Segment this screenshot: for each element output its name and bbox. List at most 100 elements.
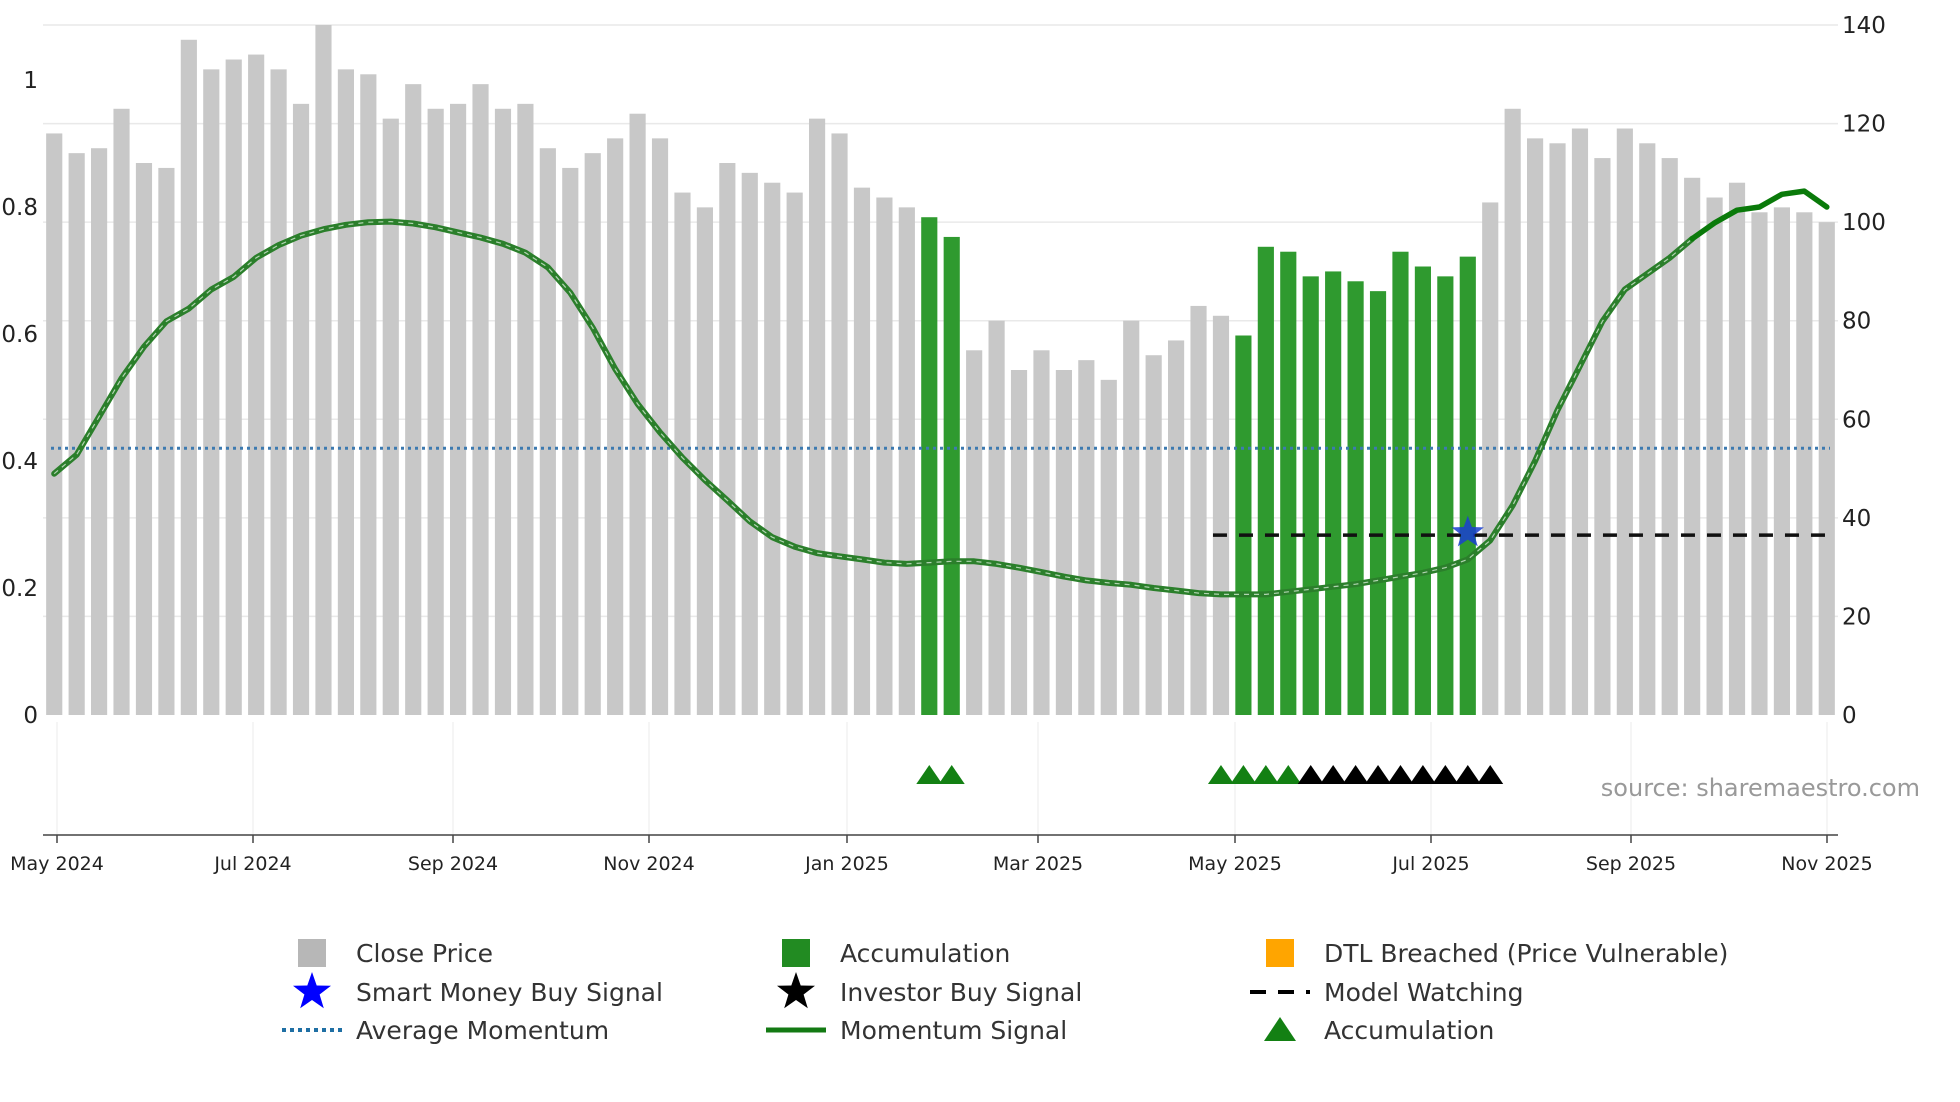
right-axis-tick: 100 bbox=[1842, 210, 1886, 236]
close-price-bar bbox=[562, 167, 579, 715]
x-tick-label: Jul 2024 bbox=[213, 853, 291, 875]
legend-item: Model Watching bbox=[1250, 978, 1524, 1007]
x-tick-label: May 2025 bbox=[1188, 853, 1282, 875]
close-price-bar bbox=[719, 163, 736, 715]
close-price-bar bbox=[1549, 143, 1566, 716]
close-price-bar bbox=[270, 69, 287, 716]
close-price-bar bbox=[517, 103, 534, 716]
close-price-bar bbox=[898, 207, 915, 715]
close-price-bar bbox=[1482, 202, 1499, 715]
close-price-bar bbox=[786, 192, 803, 716]
close-price-bar bbox=[853, 187, 871, 716]
price-bars bbox=[46, 25, 1835, 716]
close-price-bar bbox=[292, 103, 310, 716]
right-axis-tick: 40 bbox=[1842, 506, 1871, 532]
x-tick-label: May 2024 bbox=[10, 853, 104, 875]
close-price-bar bbox=[1010, 370, 1028, 715]
close-price-bar bbox=[158, 167, 175, 715]
close-price-bar bbox=[135, 163, 153, 715]
close-price-bar bbox=[607, 138, 624, 715]
close-price-bar bbox=[1168, 340, 1185, 715]
accumulation-triangle bbox=[1230, 765, 1257, 784]
x-tick-label: Nov 2025 bbox=[1781, 853, 1872, 875]
legend-label: DTL Breached (Price Vulnerable) bbox=[1324, 939, 1728, 968]
x-tick-label: Mar 2025 bbox=[993, 853, 1083, 875]
legend-swatch-square bbox=[782, 939, 810, 967]
legend-item: Investor Buy Signal bbox=[777, 972, 1082, 1009]
close-price-bar bbox=[337, 69, 354, 716]
legend-item: Close Price bbox=[298, 939, 493, 968]
close-price-bar bbox=[68, 153, 85, 716]
accumulation-bar bbox=[1369, 291, 1387, 715]
left-axis-tick: 0.4 bbox=[1, 449, 38, 475]
close-price-bar bbox=[427, 108, 444, 716]
legend: Close Price Accumulation DTL Breached (Pri… bbox=[282, 939, 1728, 1045]
source-note: source: sharemaestro.com bbox=[1601, 774, 1920, 802]
close-price-bar bbox=[876, 197, 893, 715]
right-axis-tick: 140 bbox=[1842, 13, 1886, 39]
close-price-bar bbox=[1594, 158, 1611, 716]
left-axis-tick: 0.8 bbox=[1, 195, 38, 221]
legend-item: Accumulation bbox=[782, 939, 1010, 968]
legend-swatch-square bbox=[1266, 939, 1294, 967]
close-price-bar bbox=[1773, 207, 1790, 715]
investor-buy-triangle bbox=[1432, 765, 1459, 784]
close-price-bar bbox=[1145, 355, 1162, 715]
legend-swatch-square bbox=[298, 939, 326, 967]
close-price-bar bbox=[1571, 128, 1589, 715]
close-price-bar bbox=[741, 172, 758, 715]
close-price-bar bbox=[360, 74, 377, 716]
accumulation-triangle bbox=[1275, 765, 1302, 784]
legend-item: Momentum Signal bbox=[766, 1016, 1067, 1045]
legend-label: Average Momentum bbox=[356, 1016, 609, 1045]
close-price-bar bbox=[1728, 182, 1746, 715]
legend-label: Close Price bbox=[356, 939, 493, 968]
left-axis-tick: 0.6 bbox=[1, 322, 38, 348]
close-price-bar bbox=[1190, 305, 1207, 715]
close-price-bar bbox=[46, 133, 63, 715]
accumulation-bar bbox=[1302, 276, 1319, 715]
left-axis-tick: 0.2 bbox=[1, 576, 38, 602]
accumulation-bar bbox=[1459, 256, 1476, 715]
close-price-bar bbox=[472, 84, 489, 715]
accumulation-bar bbox=[1414, 266, 1431, 715]
right-axis-tick: 20 bbox=[1842, 604, 1871, 630]
accumulation-bar bbox=[1280, 251, 1297, 715]
investor-buy-triangle bbox=[1365, 765, 1392, 784]
momentum-signal-line bbox=[51, 188, 1830, 598]
right-axis-tick: 80 bbox=[1842, 309, 1871, 335]
close-price-bar bbox=[1661, 158, 1678, 716]
x-tick-label: Nov 2024 bbox=[603, 853, 694, 875]
investor-buy-triangle bbox=[1454, 765, 1481, 784]
close-price-bar bbox=[1212, 315, 1230, 715]
momentum-signal-line bbox=[51, 218, 1696, 598]
close-price-bar bbox=[831, 133, 848, 715]
close-price-bar bbox=[1751, 212, 1768, 716]
right-axis-tick: 120 bbox=[1842, 112, 1886, 138]
x-tick-label: Sep 2025 bbox=[1586, 853, 1676, 875]
legend-item: Average Momentum bbox=[282, 1016, 609, 1045]
right-axis-tick: 0 bbox=[1842, 703, 1857, 729]
legend-label: Accumulation bbox=[1324, 1016, 1494, 1045]
axes: May 2024 Jul 2024 Sep 2024 Nov 2024 Jan 2025… bbox=[1, 13, 1885, 875]
accumulation-triangle bbox=[916, 765, 943, 784]
legend-label: Model Watching bbox=[1324, 978, 1524, 1007]
legend-label: Accumulation bbox=[840, 939, 1010, 968]
close-price-bar bbox=[405, 84, 422, 715]
investor-buy-triangle bbox=[1297, 765, 1324, 784]
accumulation-bar bbox=[1437, 276, 1454, 715]
left-axis-tick: 0 bbox=[23, 703, 38, 729]
accumulation-bar bbox=[1347, 281, 1364, 715]
close-price-bar bbox=[1100, 379, 1117, 715]
x-tick-label: Sep 2024 bbox=[408, 853, 498, 875]
accumulation-bar bbox=[943, 236, 960, 715]
investor-buy-triangle bbox=[1342, 765, 1369, 784]
grid-lines bbox=[43, 24, 1838, 835]
close-price-bar bbox=[696, 207, 713, 715]
close-price-bar bbox=[1818, 222, 1835, 715]
close-price-bar bbox=[113, 108, 130, 716]
close-price-bar bbox=[966, 350, 983, 715]
signal-panel bbox=[916, 765, 1504, 784]
close-price-bar bbox=[539, 148, 556, 715]
